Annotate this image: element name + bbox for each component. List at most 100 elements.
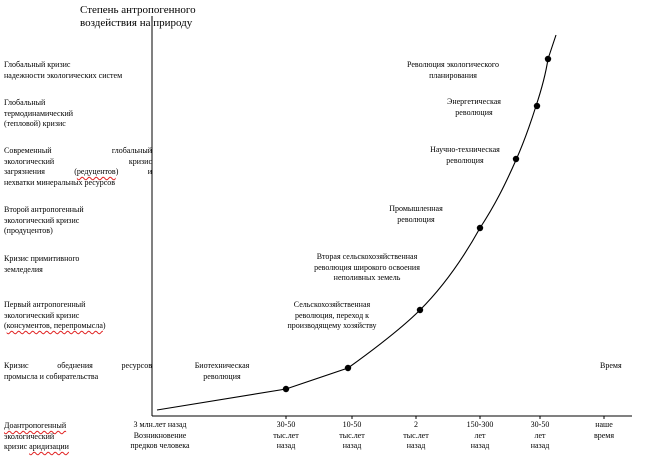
revolution-line: Революция экологического <box>407 60 499 69</box>
revolution-ecological-planning: Революция экологического планирования <box>378 60 528 81</box>
curve-point <box>476 224 484 232</box>
crisis-line: Кризис обеднения ресурсов <box>4 361 152 370</box>
crisis-line: земледелия <box>4 264 43 274</box>
tick-label: 3 млн.лет назад Возникновение предков че… <box>120 420 200 452</box>
crisis-line: экологический <box>4 431 55 441</box>
tick-line: наше <box>595 420 613 429</box>
crisis-line: (тепловой) кризис <box>4 119 66 128</box>
revolution-line: революция <box>397 214 435 224</box>
revolution-line: Сельскохозяйственная <box>293 300 371 309</box>
tick-line: 10-50 <box>342 420 362 429</box>
crisis-line: (продуцентов) <box>4 226 53 235</box>
crisis-global-reliability: Глобальный кризис надежности экологическ… <box>4 60 152 81</box>
revolution-line: революция <box>446 155 484 165</box>
curve-point <box>344 364 352 372</box>
crisis-text: ) <box>102 321 106 330</box>
crisis-line: промысла и собирательства <box>4 371 99 381</box>
revolution-line: Энергетическая <box>447 97 501 106</box>
tick-line: предков человека <box>130 441 190 450</box>
tick-label: 10-50 тыс.лет назад <box>322 420 382 452</box>
curve-point <box>533 102 541 110</box>
crisis-text: ( <box>4 321 7 330</box>
crisis-line: загрязнения (редуцентов) и <box>4 167 152 178</box>
tick-line: тыс.лет <box>273 430 299 440</box>
revolution-agricultural: Сельскохозяйственная революция, переход … <box>262 300 402 332</box>
crisis-text-underlined: редуцентов <box>76 167 116 176</box>
x-axis-ticks <box>285 416 605 419</box>
crisis-line: Глобальный <box>4 98 46 107</box>
revolution-line: Промышленная <box>389 204 443 213</box>
crisis-text-underlined: консументов, перепромысла <box>6 321 103 330</box>
curve-point <box>544 55 552 63</box>
tick-line: Возникновение <box>133 430 187 440</box>
tick-line: 30-50 <box>276 420 296 429</box>
revolution-line: Научно-техническая <box>430 145 500 154</box>
crisis-primitive-agriculture: Кризис примитивного земледелия <box>4 254 152 275</box>
crisis-text: загрязнения ( <box>4 167 77 176</box>
tick-label: 30-50 лет назад <box>510 420 570 452</box>
revolution-line: Биотехническая <box>194 361 250 370</box>
crisis-line: Кризис примитивного <box>4 254 80 263</box>
tick-label: 30-50 тыс.лет назад <box>256 420 316 452</box>
tick-line: 30-50 <box>530 420 550 429</box>
revolution-line: революция <box>203 371 241 381</box>
tick-line: 150-300 <box>466 420 494 429</box>
revolution-line: Вторая сельскохозяйственная <box>316 252 418 261</box>
tick-line: 2 <box>414 420 418 429</box>
crisis-hunting-gathering: Кризис обеднения ресурсов промысла и соб… <box>4 361 152 382</box>
crisis-text-underlined: Доантропогенный <box>4 421 67 430</box>
crisis-line: (консументов, перепромысла) <box>4 321 152 332</box>
crisis-text-underlined: аридизации <box>29 442 69 451</box>
tick-line: назад <box>276 441 296 450</box>
tick-line: время <box>593 430 615 440</box>
tick-label: 2 тыс.лет назад <box>386 420 446 452</box>
revolution-line: революция широкого освоения <box>314 262 420 272</box>
crisis-line: экологический кризис <box>4 215 80 225</box>
crisis-line: Современный глобальный <box>4 146 152 155</box>
revolution-line: неполивных земель <box>333 273 401 282</box>
crisis-modern-global: Современный глобальный экологический кри… <box>4 146 152 188</box>
curve-point <box>282 385 290 393</box>
crisis-line: Доантропогенный <box>4 421 152 432</box>
crisis-line: Глобальный кризис <box>4 60 71 69</box>
crisis-thermodynamic: Глобальный термодинамический (тепловой) … <box>4 98 152 130</box>
crisis-line: экологический кризис <box>4 156 152 166</box>
crisis-line: Второй антропогенный <box>4 205 84 214</box>
crisis-line: термодинамический <box>4 108 74 118</box>
diagram-title: Степень антропогенного воздействия на пр… <box>80 4 196 30</box>
revolution-energy: Энергетическая революция <box>424 97 524 118</box>
title-line: Степень антропогенного <box>80 4 196 16</box>
revolution-line: производящему хозяйству <box>287 321 377 330</box>
tick-label: наше время <box>574 420 634 441</box>
title-line: воздействия на природу <box>80 17 193 29</box>
tick-line: назад <box>530 441 550 450</box>
revolution-line: революция <box>455 107 493 117</box>
tick-line: 3 млн.лет назад <box>133 420 187 429</box>
tick-line: назад <box>342 441 362 450</box>
tick-line: назад <box>470 441 490 450</box>
tick-line: лет <box>534 430 546 440</box>
curve-point <box>512 155 520 163</box>
crisis-line: надежности экологических систем <box>4 70 123 80</box>
crisis-pre-anthropogenic: Доантропогенный экологический кризис ари… <box>4 421 152 453</box>
revolution-second-agricultural: Вторая сельскохозяйственная революция ши… <box>292 252 442 284</box>
revolution-industrial: Промышленная революция <box>366 204 466 225</box>
tick-label: 150-300 лет назад <box>450 420 510 452</box>
curve-point <box>416 306 424 314</box>
crisis-line: Первый антропогенный <box>4 300 86 309</box>
revolution-line: планирования <box>429 70 477 80</box>
revolution-line: революция, переход к <box>294 310 370 320</box>
crisis-text: ) и <box>115 167 152 176</box>
revolution-biotechnical: Биотехническая революция <box>172 361 272 382</box>
tick-line: тыс.лет <box>339 430 365 440</box>
impact-curve <box>156 34 557 411</box>
crisis-line: экологический кризис <box>4 310 80 320</box>
time-axis-label: Время <box>600 361 622 370</box>
revolution-scientific-technical: Научно-техническая революция <box>410 145 520 166</box>
crisis-second-anthropogenic: Второй антропогенный экологический кризи… <box>4 205 152 237</box>
crisis-line: кризис аридизации <box>4 442 152 453</box>
crisis-line: нехватки минеральных ресурсов <box>4 177 116 187</box>
crisis-text: кризис <box>4 442 30 451</box>
tick-line: лет <box>474 430 486 440</box>
